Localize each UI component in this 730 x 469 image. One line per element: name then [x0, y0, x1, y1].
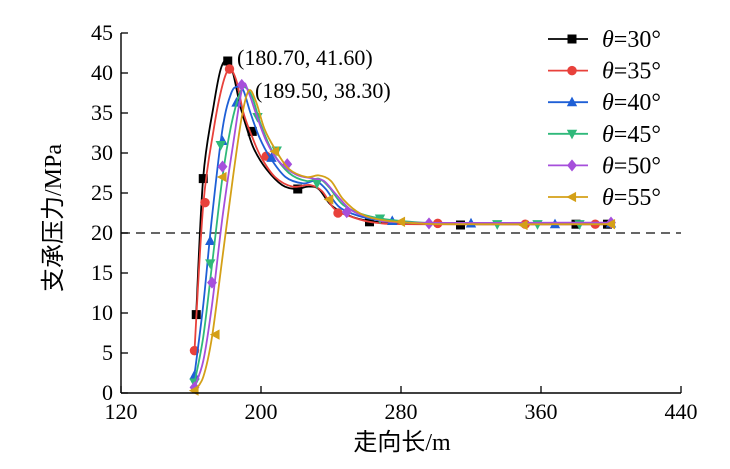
y-tick-label: 25 [91, 180, 113, 205]
legend-marker [567, 34, 577, 44]
series-group [189, 78, 616, 394]
legend-item: θ=55° [548, 185, 661, 211]
data-point [293, 184, 303, 194]
data-point [282, 158, 293, 171]
legend-value: 30° [627, 27, 661, 53]
legend-label: θ=40° [602, 90, 661, 116]
data-point [224, 64, 235, 74]
legend-marker [566, 191, 577, 203]
legend-theta: θ [602, 90, 614, 116]
series-group [189, 64, 612, 356]
data-point [189, 369, 200, 380]
y-tick-label: 45 [91, 20, 113, 45]
x-tick-label: 280 [385, 399, 418, 424]
data-point [200, 197, 210, 208]
data-point [517, 219, 528, 231]
x-tick-label: 200 [245, 399, 278, 424]
legend-item: θ=45° [548, 122, 661, 148]
x-tick-label: 360 [525, 399, 558, 424]
y-tick-label: 10 [91, 300, 113, 325]
data-point [269, 146, 280, 157]
legend-eq: = [614, 153, 628, 179]
y-tick-label: 5 [102, 340, 113, 365]
data-point [216, 171, 227, 183]
legend-label: θ=45° [602, 122, 661, 148]
x-tick-label: 120 [105, 399, 138, 424]
legend-item: θ=50° [548, 153, 661, 179]
peak-annotation-1: (180.70, 41.60) [237, 45, 373, 70]
legend-item: θ=30° [548, 27, 661, 53]
legend-label: θ=50° [602, 153, 661, 179]
data-point [333, 208, 343, 218]
y-axis-label: 支承压力/MPa [40, 144, 67, 292]
series-line [193, 68, 612, 351]
series-line [193, 82, 612, 387]
y-tick-label: 0 [102, 380, 113, 405]
data-point [209, 329, 220, 340]
legend-marker [566, 96, 578, 107]
data-point [341, 206, 352, 219]
data-point [395, 216, 406, 227]
legend-theta: θ [602, 122, 614, 148]
data-point [236, 78, 247, 92]
legend-theta: θ [602, 27, 614, 53]
data-point [247, 126, 257, 136]
y-tick-label: 20 [91, 220, 113, 245]
legend-eq: = [614, 59, 628, 85]
series-group [188, 89, 616, 396]
data-point [266, 152, 277, 162]
data-point [323, 194, 334, 205]
y-tick-label: 15 [91, 260, 113, 285]
legend-theta: θ [602, 59, 614, 85]
x-tick-label: 440 [665, 399, 698, 424]
legend-value: 45° [627, 122, 661, 148]
legend-item: θ=35° [548, 59, 661, 85]
data-point [217, 160, 228, 173]
legend-eq: = [614, 122, 628, 148]
legend-value: 50° [627, 153, 661, 179]
legend-eq: = [614, 90, 628, 116]
legend-value: 40° [627, 90, 661, 116]
data-point [205, 259, 216, 270]
y-tick-label: 35 [91, 100, 113, 125]
data-point [215, 140, 226, 151]
data-point [311, 179, 323, 190]
legend: θ=30°θ=35°θ=40°θ=45°θ=50°θ=55° [548, 27, 661, 211]
x-axis-label: 走向长/m [353, 429, 451, 456]
data-point [205, 235, 216, 246]
legend-marker [567, 65, 577, 76]
legend-theta: θ [602, 153, 614, 179]
data-point [207, 276, 217, 289]
legend-value: 55° [627, 185, 661, 211]
legend-marker [566, 129, 578, 140]
data-point [198, 174, 208, 184]
peak-annotation-2: (189.50, 38.30) [255, 78, 391, 103]
legend-theta: θ [602, 185, 614, 211]
legend-item: θ=40° [548, 90, 661, 116]
series-line [193, 89, 612, 392]
series-line [193, 85, 612, 375]
legend-value: 35° [627, 59, 661, 85]
legend-marker [567, 159, 577, 172]
y-tick-label: 40 [91, 60, 113, 85]
legend-label: θ=30° [602, 27, 661, 53]
data-point [223, 56, 233, 66]
data-point [605, 219, 616, 230]
legend-eq: = [614, 27, 628, 53]
y-tick-label: 30 [91, 140, 113, 165]
legend-eq: = [614, 185, 628, 211]
legend-label: θ=55° [602, 185, 661, 211]
legend-label: θ=35° [602, 59, 661, 85]
